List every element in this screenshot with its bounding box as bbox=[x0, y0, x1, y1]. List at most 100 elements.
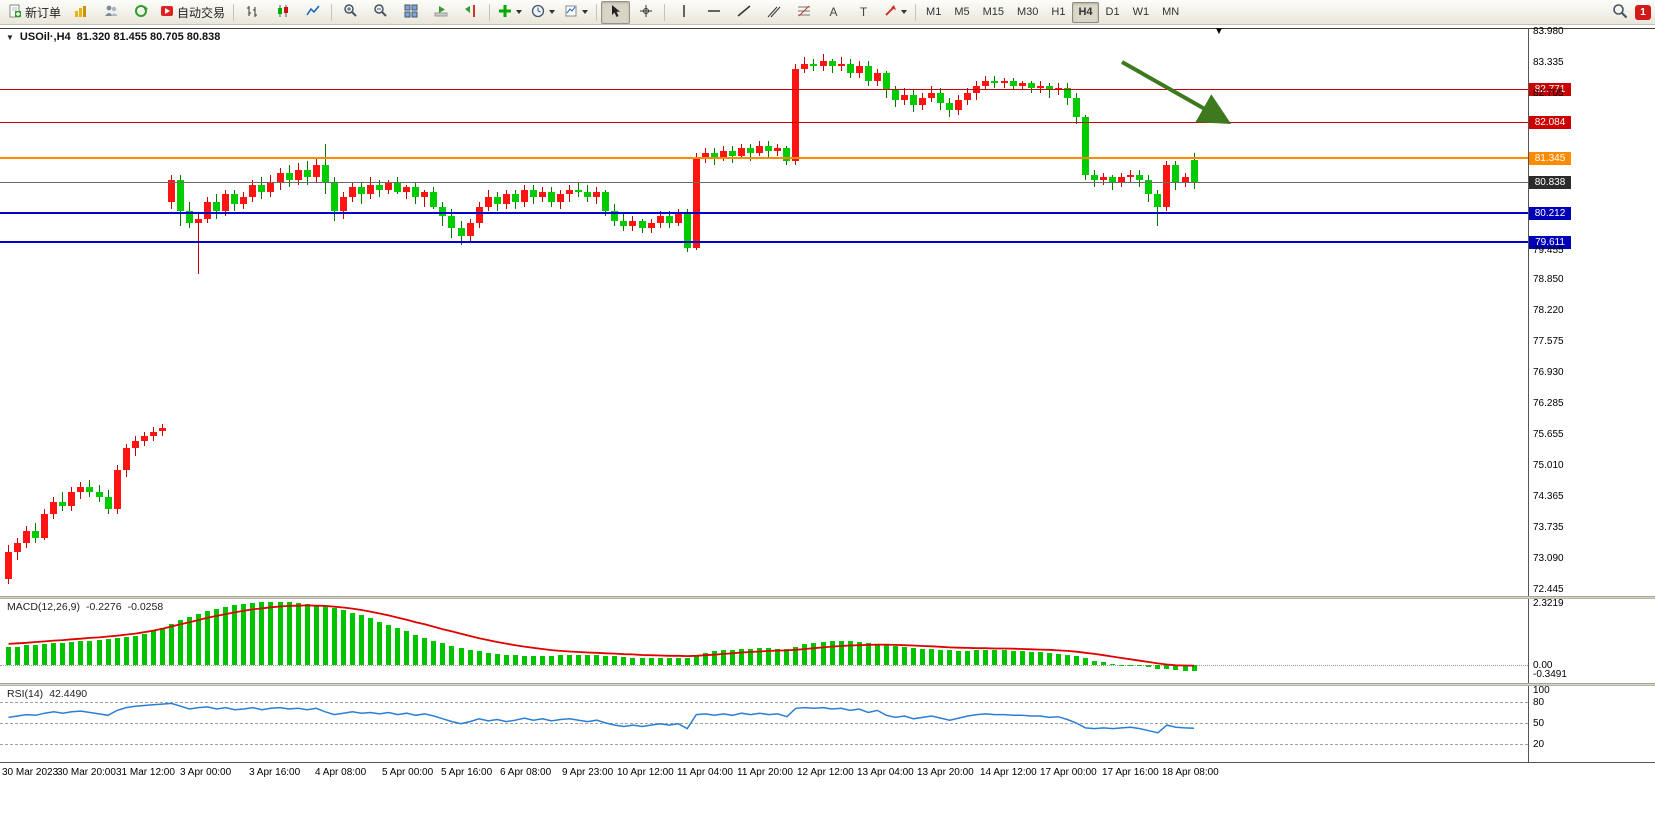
price-line-82.084[interactable] bbox=[0, 122, 1528, 124]
channel-tool-button[interactable] bbox=[759, 1, 788, 24]
rsi-plot[interactable] bbox=[0, 686, 1528, 762]
macd-bar bbox=[33, 644, 39, 665]
timeframe-button-H4[interactable]: H4 bbox=[1072, 1, 1099, 23]
timeframe-button-M5[interactable]: M5 bbox=[954, 6, 970, 18]
market-watch-button[interactable] bbox=[66, 1, 95, 24]
candle-body bbox=[195, 218, 203, 224]
search-button[interactable] bbox=[1605, 1, 1634, 24]
candle-body bbox=[403, 187, 411, 192]
candle-body bbox=[1036, 85, 1044, 88]
macd-bar bbox=[105, 639, 111, 665]
candle-body bbox=[738, 148, 746, 156]
main-chart-plot[interactable] bbox=[0, 28, 1528, 596]
macd-plot[interactable] bbox=[0, 599, 1528, 683]
cursor-button[interactable] bbox=[601, 0, 631, 24]
candle-body bbox=[575, 189, 583, 192]
candle-body bbox=[330, 182, 338, 212]
arrows-tool-button[interactable] bbox=[879, 1, 911, 24]
bar-chart-button[interactable] bbox=[238, 1, 267, 24]
periods-button[interactable] bbox=[527, 1, 559, 24]
candle-body bbox=[855, 66, 863, 74]
rsi-value: 42.4490 bbox=[49, 688, 88, 700]
line-chart-button[interactable] bbox=[298, 1, 327, 24]
arrow-tool-icon bbox=[883, 4, 897, 21]
macd-bar bbox=[132, 635, 138, 665]
panel-splitter[interactable] bbox=[0, 596, 1655, 599]
macd-bar bbox=[1001, 650, 1007, 665]
time-axis-label: 10 Apr 12:00 bbox=[617, 767, 674, 778]
candle-body bbox=[475, 206, 483, 224]
macd-bar bbox=[1155, 665, 1161, 669]
toolbar-separator bbox=[489, 3, 491, 21]
equidistant-channel-icon bbox=[767, 4, 781, 21]
time-axis[interactable]: 30 Mar 2023 30 Mar 20:00 31 Mar 12:00 3 Apr… bbox=[0, 762, 1655, 782]
navigator-button[interactable] bbox=[126, 1, 155, 24]
macd-signal-layer bbox=[8, 604, 1195, 667]
indicators-button[interactable] bbox=[494, 1, 526, 24]
horizontal-line-tool-button[interactable] bbox=[699, 1, 728, 24]
candle-body bbox=[946, 102, 954, 110]
time-axis-label: 11 Apr 04:00 bbox=[677, 767, 733, 778]
templates-button[interactable] bbox=[560, 1, 592, 24]
zoom-out-button[interactable] bbox=[366, 1, 395, 24]
macd-bar bbox=[1092, 660, 1097, 665]
new-order-button[interactable]: 新订单 bbox=[4, 1, 65, 24]
macd-bar bbox=[395, 628, 401, 665]
zoom-in-button[interactable] bbox=[336, 1, 365, 24]
text-label-tool-button[interactable]: T bbox=[849, 1, 878, 24]
price-axis-border bbox=[1528, 28, 1529, 762]
candle-body bbox=[1172, 165, 1180, 183]
price-line-81.345[interactable] bbox=[0, 157, 1528, 160]
candle-body bbox=[937, 92, 945, 103]
macd-bar bbox=[485, 652, 491, 665]
candle-body bbox=[294, 170, 302, 180]
price-line-79.611[interactable] bbox=[0, 241, 1528, 244]
timeframe-button-M15[interactable]: M15 bbox=[982, 6, 1004, 18]
text-tool-button[interactable]: A bbox=[819, 1, 848, 24]
trendline-tool-button[interactable] bbox=[729, 1, 758, 24]
macd-bar bbox=[585, 654, 591, 665]
timeframe-button-MN[interactable]: MN bbox=[1162, 6, 1180, 18]
timeframe-button-M1[interactable]: M1 bbox=[926, 6, 942, 18]
macd-bar bbox=[404, 631, 410, 665]
auto-scroll-button[interactable] bbox=[426, 1, 455, 24]
chart-symbol-label: USOil·,H4 bbox=[19, 31, 71, 43]
notification-badge[interactable]: 1 bbox=[1635, 4, 1651, 20]
macd-bar bbox=[349, 612, 355, 665]
panel-splitter[interactable] bbox=[0, 683, 1655, 686]
timeframe-button-H1[interactable]: H1 bbox=[1051, 6, 1066, 18]
timeframe-button-M30[interactable]: M30 bbox=[1017, 6, 1039, 18]
data-window-icon bbox=[104, 4, 118, 21]
macd-bar bbox=[874, 643, 880, 665]
cursor-icon bbox=[609, 4, 622, 21]
macd-bar bbox=[603, 655, 609, 665]
macd-panel: MACD(12,26,9) -0.2276 -0.0258 2.3219 0.00… bbox=[0, 598, 1655, 683]
indicators-plus-icon bbox=[498, 4, 512, 21]
macd-bar bbox=[467, 649, 473, 665]
macd-bar bbox=[521, 655, 527, 665]
macd-bar bbox=[567, 654, 573, 665]
price-line-82.771[interactable] bbox=[0, 88, 1528, 90]
tile-windows-button[interactable] bbox=[396, 1, 425, 24]
symbol-collapse-icon[interactable]: ▼ bbox=[6, 32, 14, 42]
rsi-scale-label: 20 bbox=[1533, 739, 1545, 750]
down-arrow-marker[interactable]: ▼ bbox=[1214, 26, 1224, 37]
crosshair-button[interactable] bbox=[631, 1, 660, 24]
data-window-button[interactable] bbox=[96, 1, 125, 24]
macd-bar bbox=[250, 602, 256, 665]
autotrading-button[interactable]: 自动交易 bbox=[156, 1, 229, 24]
chart-shift-button[interactable] bbox=[456, 1, 485, 24]
chart-ohlc-values: 81.320 81.455 80.705 80.838 bbox=[76, 31, 221, 43]
timeframe-button-D1[interactable]: D1 bbox=[1105, 6, 1120, 18]
candle-body bbox=[792, 68, 800, 161]
fibonacci-tool-button[interactable] bbox=[789, 1, 818, 24]
candle-body bbox=[267, 182, 275, 192]
candle-body bbox=[1063, 87, 1071, 98]
price-line-80.838[interactable] bbox=[0, 182, 1528, 184]
vertical-line-tool-button[interactable] bbox=[669, 1, 698, 24]
timeframe-button-W1[interactable]: W1 bbox=[1132, 6, 1150, 18]
rsi-label: RSI(14) 42.4490 bbox=[7, 688, 87, 700]
candle-body bbox=[620, 221, 628, 226]
candlestick-chart-button[interactable] bbox=[268, 1, 297, 24]
price-line-80.212[interactable] bbox=[0, 212, 1528, 215]
